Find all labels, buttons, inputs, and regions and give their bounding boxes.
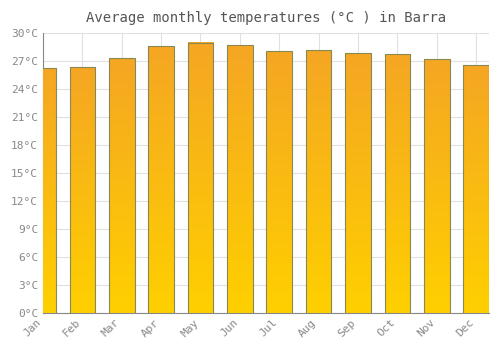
- Bar: [148, 46, 174, 313]
- Bar: [30, 68, 56, 313]
- Title: Average monthly temperatures (°C ) in Barra: Average monthly temperatures (°C ) in Ba…: [86, 11, 446, 25]
- Bar: [109, 58, 134, 313]
- Bar: [188, 43, 214, 313]
- Bar: [266, 51, 292, 313]
- Bar: [464, 65, 489, 313]
- Bar: [306, 50, 332, 313]
- Bar: [424, 59, 450, 313]
- Bar: [424, 59, 450, 313]
- Bar: [70, 67, 95, 313]
- Bar: [345, 53, 371, 313]
- Bar: [30, 68, 56, 313]
- Bar: [384, 54, 410, 313]
- Bar: [188, 43, 214, 313]
- Bar: [70, 67, 95, 313]
- Bar: [109, 58, 134, 313]
- Bar: [306, 50, 332, 313]
- Bar: [148, 46, 174, 313]
- Bar: [266, 51, 292, 313]
- Bar: [464, 65, 489, 313]
- Bar: [227, 46, 252, 313]
- Bar: [345, 53, 371, 313]
- Bar: [227, 46, 252, 313]
- Bar: [384, 54, 410, 313]
